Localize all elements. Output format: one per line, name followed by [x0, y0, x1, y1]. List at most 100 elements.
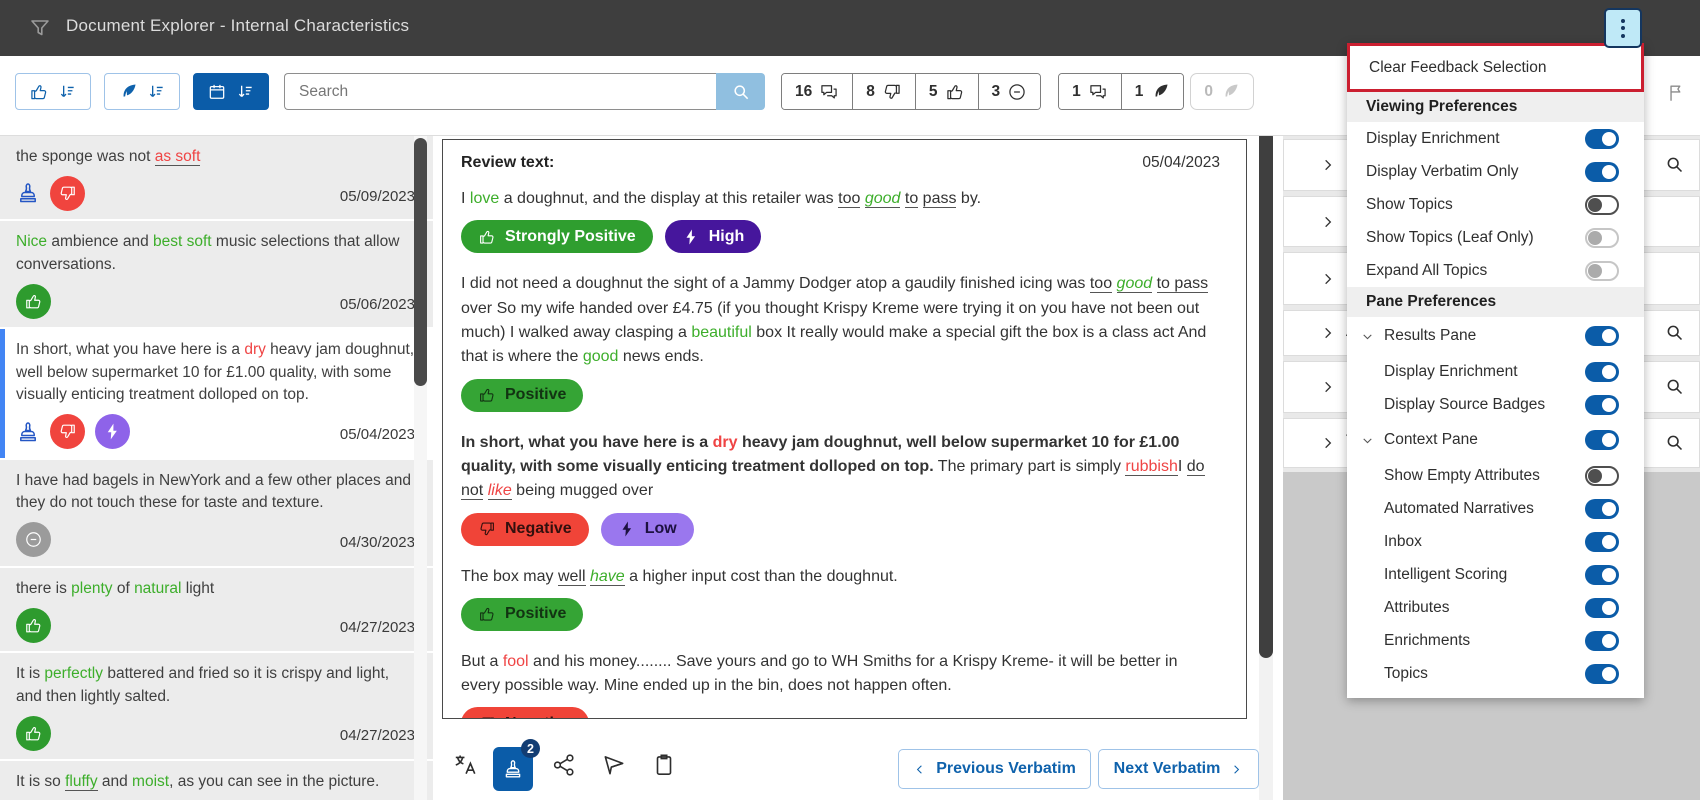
search-button[interactable]	[716, 73, 765, 110]
verbatim-card[interactable]: I have had bagels in NewYork and a few o…	[0, 459, 433, 566]
clipboard-icon[interactable]	[651, 752, 677, 778]
counter-verbatim-button[interactable]: 16	[782, 74, 854, 109]
toggle-show-empty-attributes[interactable]	[1585, 465, 1619, 486]
counter-quill-button[interactable]: 1	[1121, 74, 1184, 109]
review-text-label: Review text:	[461, 154, 555, 171]
toggle-knob	[1602, 567, 1616, 582]
previous-verbatim-button[interactable]: Previous Verbatim	[898, 749, 1091, 789]
counter-value: 1	[1072, 82, 1081, 100]
menu-item-show-topics[interactable]: Show Topics	[1347, 188, 1644, 221]
thumb-up-icon	[24, 724, 43, 743]
menu-item-display-enrichment[interactable]: Display Enrichment	[1347, 355, 1644, 388]
toggle-results-pane[interactable]	[1585, 326, 1619, 346]
send-icon[interactable]	[601, 752, 627, 778]
toggle-intelligent-scoring[interactable]	[1585, 564, 1619, 585]
badge-label: Low	[644, 520, 677, 537]
review-date: 05/04/2023	[1142, 154, 1220, 171]
toggle-display-source-badges[interactable]	[1585, 394, 1619, 415]
stamp-action-button[interactable]: 2	[493, 739, 540, 791]
magnifier-icon[interactable]	[1664, 376, 1685, 397]
counter-neutral-button[interactable]: 3	[978, 74, 1041, 109]
translate-icon[interactable]	[452, 752, 478, 778]
menu-item-intelligent-scoring[interactable]: Intelligent Scoring	[1347, 558, 1644, 591]
menu-item-context-pane[interactable]: Context Pane	[1347, 421, 1644, 459]
calendar-icon	[207, 82, 227, 102]
menu-item-enrichments[interactable]: Enrichments	[1347, 624, 1644, 657]
toggle-display-verbatim-only[interactable]	[1585, 161, 1619, 182]
share-icon[interactable]	[551, 752, 577, 778]
counter-thumb-down-button[interactable]: 8	[853, 74, 916, 109]
menu-item-results-pane[interactable]: Results Pane	[1347, 317, 1644, 355]
menu-item-show-topics-leaf-only[interactable]: Show Topics (Leaf Only)	[1347, 221, 1644, 254]
neutral-icon	[24, 530, 43, 549]
menu-item-display-source-badges[interactable]: Display Source Badges	[1347, 388, 1644, 421]
toggle-display-enrichment[interactable]	[1585, 128, 1619, 149]
text-segment: dry	[712, 433, 738, 451]
review-scrollbar-thumb[interactable]	[1259, 130, 1273, 658]
text-segment: box It really would make a special gift …	[461, 323, 1207, 366]
sidebar-scrollbar[interactable]	[414, 136, 427, 800]
menu-item-display-enrichment[interactable]: Display Enrichment	[1347, 122, 1644, 155]
flag-icon[interactable]	[1666, 82, 1688, 104]
menu-section-pane-preferences: Pane Preferences	[1347, 287, 1644, 317]
toggle-context-pane[interactable]	[1585, 430, 1619, 450]
toggle-expand-all-topics[interactable]	[1585, 260, 1619, 281]
verbatim-card[interactable]: there is plenty of natural light 04/27/20…	[0, 567, 433, 652]
preferences-menu-body: Viewing Preferences Display Enrichment Dis…	[1347, 92, 1644, 690]
toggle-knob	[1602, 164, 1616, 179]
sort-quill-button[interactable]	[104, 73, 180, 110]
search-input[interactable]	[284, 73, 716, 110]
down-sentiment-badge	[50, 414, 85, 450]
sort-thumb-up-button[interactable]	[15, 73, 91, 110]
next-verbatim-button[interactable]: Next Verbatim	[1098, 749, 1259, 789]
kebab-menu-button[interactable]	[1604, 8, 1642, 48]
menu-item-automated-narratives[interactable]: Automated Narratives	[1347, 492, 1644, 525]
chevron-right-icon	[1230, 763, 1243, 776]
toggle-display-enrichment[interactable]	[1585, 361, 1619, 382]
text-segment: I	[461, 190, 470, 207]
magnifier-icon[interactable]	[1664, 154, 1685, 175]
toggle-automated-narratives[interactable]	[1585, 498, 1619, 519]
verbatim-card[interactable]: the sponge was not as soft 05/09/2023	[0, 136, 433, 220]
card-footer: 05/04/2023	[16, 414, 415, 450]
menu-item-attributes[interactable]: Attributes	[1347, 591, 1644, 624]
text-segment: the sponge was not	[16, 148, 155, 165]
thumb-down-icon	[478, 520, 496, 538]
toggle-show-topics[interactable]	[1585, 194, 1619, 215]
review-paragraph: But a fool and his money........ Save yo…	[461, 650, 1220, 699]
toggle-topics[interactable]	[1585, 663, 1619, 684]
sidebar-scrollbar-thumb[interactable]	[414, 138, 427, 386]
verbatim-card[interactable]: Nice ambience and best soft music select…	[0, 221, 433, 328]
review-paragraph: I love a doughnut, and the display at th…	[461, 187, 1220, 211]
verbatim-card[interactable]: It is perfectly battered and fried so it…	[0, 653, 433, 760]
magnifier-icon[interactable]	[1664, 322, 1685, 343]
badge-strongly-positive: Strongly Positive	[461, 220, 653, 254]
toggle-enrichments[interactable]	[1585, 630, 1619, 651]
neutral-icon	[1007, 82, 1027, 102]
quill-icon	[1150, 82, 1170, 102]
chev-right-icon	[1320, 157, 1336, 173]
verbatim-card[interactable]: In short, what you have here is a dry he…	[0, 329, 433, 458]
toggle-attributes[interactable]	[1585, 597, 1619, 618]
menu-item-show-empty-attributes[interactable]: Show Empty Attributes	[1347, 459, 1644, 492]
verbatim-card[interactable]: It is so fluffy and moist, as you can se…	[0, 761, 433, 800]
menu-item-label: Enrichments	[1384, 631, 1471, 649]
toggle-show-topics-leaf-only[interactable]	[1585, 227, 1619, 248]
counter-value: 16	[795, 82, 813, 100]
menu-item-display-verbatim-only[interactable]: Display Verbatim Only	[1347, 155, 1644, 188]
clear-feedback-selection-item[interactable]: Clear Feedback Selection	[1347, 43, 1644, 92]
card-date: 04/27/2023	[339, 727, 415, 745]
counter-verbatim-button[interactable]: 1	[1059, 74, 1122, 109]
sort-calendar-button[interactable]	[193, 73, 269, 110]
toggle-knob	[1602, 666, 1616, 681]
menu-item-topics[interactable]: Topics	[1347, 657, 1644, 690]
chev-right-icon	[1320, 379, 1336, 395]
toggle-inbox[interactable]	[1585, 531, 1619, 552]
menu-item-inbox[interactable]: Inbox	[1347, 525, 1644, 558]
magnifier-icon[interactable]	[1664, 432, 1685, 453]
verbatim-icon	[1088, 82, 1108, 102]
review-scrollbar[interactable]	[1259, 130, 1273, 800]
counter-thumb-up-button[interactable]: 5	[915, 74, 979, 109]
menu-item-expand-all-topics[interactable]: Expand All Topics	[1347, 254, 1644, 287]
menu-item-label: Display Enrichment	[1366, 129, 1500, 147]
